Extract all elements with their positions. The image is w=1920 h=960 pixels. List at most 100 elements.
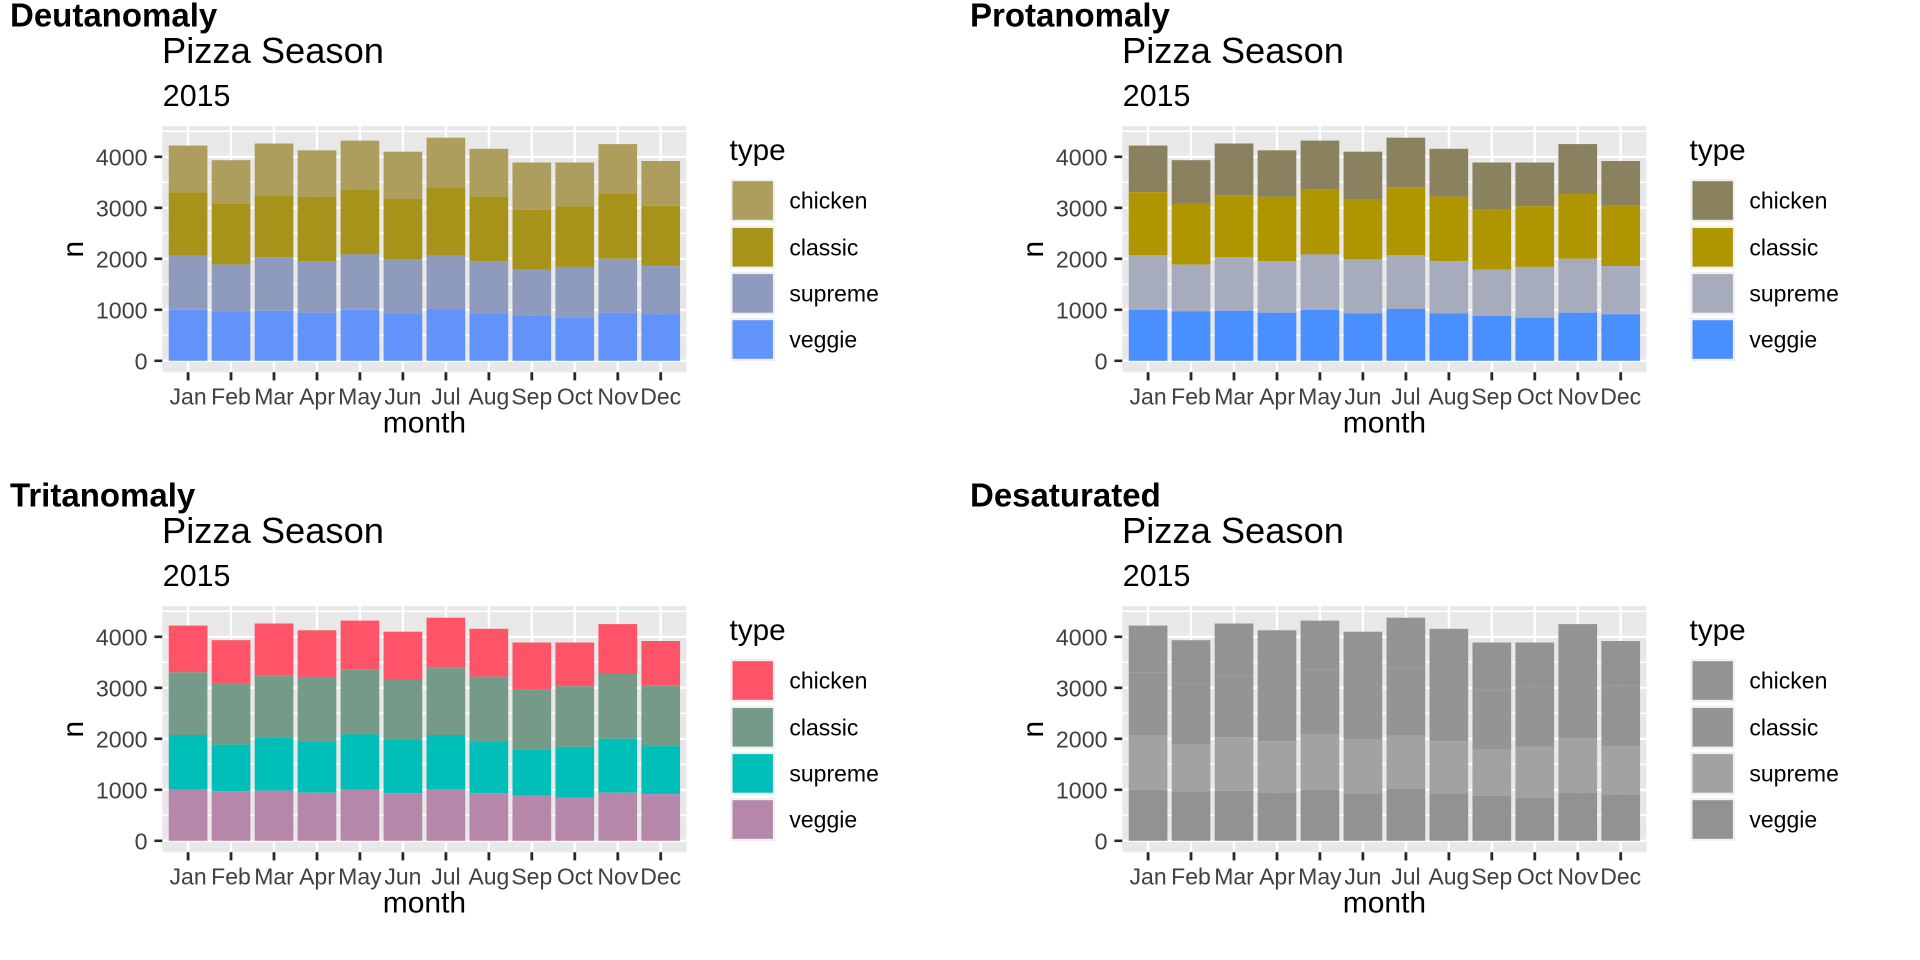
svg-text:chicken: chicken (789, 188, 867, 214)
svg-text:Jun: Jun (1344, 384, 1381, 410)
svg-text:Protanomaly: Protanomaly (970, 0, 1171, 33)
svg-text:Aug: Aug (1428, 864, 1469, 890)
svg-text:2015: 2015 (163, 79, 231, 113)
svg-text:classic: classic (789, 715, 858, 741)
svg-text:Jul: Jul (1391, 384, 1420, 410)
svg-text:type: type (1690, 134, 1746, 167)
svg-text:Oct: Oct (1517, 384, 1553, 410)
svg-text:Dec: Dec (1600, 864, 1641, 890)
svg-text:0: 0 (135, 349, 148, 375)
svg-text:Tritanomaly: Tritanomaly (10, 476, 196, 513)
svg-text:1000: 1000 (96, 298, 148, 324)
svg-text:3000: 3000 (96, 196, 148, 222)
svg-text:Jun: Jun (384, 864, 421, 890)
svg-text:Jan: Jan (170, 384, 207, 410)
svg-text:month: month (383, 887, 466, 920)
svg-text:Sep: Sep (511, 384, 552, 410)
svg-text:classic: classic (1749, 715, 1818, 741)
svg-text:Jun: Jun (1344, 864, 1381, 890)
svg-text:n: n (57, 721, 90, 738)
svg-text:Nov: Nov (1557, 384, 1598, 410)
svg-text:supreme: supreme (1749, 761, 1838, 787)
svg-text:Jul: Jul (431, 864, 460, 890)
svg-text:1000: 1000 (1056, 298, 1108, 324)
svg-text:supreme: supreme (1749, 281, 1838, 307)
svg-text:Aug: Aug (468, 384, 509, 410)
svg-text:4000: 4000 (1056, 625, 1108, 651)
svg-text:month: month (383, 407, 466, 440)
svg-text:Oct: Oct (1517, 864, 1553, 890)
svg-text:Mar: Mar (254, 384, 294, 410)
svg-text:Nov: Nov (597, 384, 638, 410)
svg-text:Aug: Aug (1428, 384, 1469, 410)
svg-text:Nov: Nov (597, 864, 638, 890)
svg-text:veggie: veggie (789, 807, 857, 833)
svg-text:May: May (1298, 864, 1342, 890)
svg-text:classic: classic (789, 235, 858, 261)
svg-text:chicken: chicken (1749, 668, 1827, 694)
svg-text:0: 0 (1095, 349, 1108, 375)
svg-text:4000: 4000 (96, 145, 148, 171)
svg-text:May: May (338, 864, 382, 890)
svg-text:Dec: Dec (640, 864, 681, 890)
svg-text:May: May (1298, 384, 1342, 410)
svg-text:0: 0 (135, 829, 148, 855)
svg-text:Jul: Jul (1391, 864, 1420, 890)
svg-text:Feb: Feb (211, 384, 251, 410)
svg-text:veggie: veggie (789, 327, 857, 353)
svg-text:2015: 2015 (1123, 559, 1191, 593)
svg-text:type: type (730, 134, 786, 167)
svg-text:Mar: Mar (1214, 864, 1254, 890)
svg-text:chicken: chicken (1749, 188, 1827, 214)
svg-text:3000: 3000 (96, 676, 148, 702)
svg-text:1000: 1000 (1056, 778, 1108, 804)
svg-text:Feb: Feb (1171, 384, 1211, 410)
svg-text:2000: 2000 (96, 727, 148, 753)
svg-text:Oct: Oct (557, 864, 593, 890)
svg-text:Pizza Season: Pizza Season (1122, 510, 1344, 551)
svg-text:veggie: veggie (1749, 807, 1817, 833)
svg-text:Apr: Apr (299, 864, 335, 890)
svg-text:4000: 4000 (96, 625, 148, 651)
svg-text:Jul: Jul (431, 384, 460, 410)
svg-text:Jan: Jan (170, 864, 207, 890)
svg-text:Apr: Apr (1259, 864, 1295, 890)
svg-text:type: type (1690, 614, 1746, 647)
svg-text:supreme: supreme (789, 281, 878, 307)
svg-text:0: 0 (1095, 829, 1108, 855)
svg-text:Apr: Apr (299, 384, 335, 410)
svg-text:2015: 2015 (1123, 79, 1191, 113)
svg-text:month: month (1343, 407, 1426, 440)
svg-text:1000: 1000 (96, 778, 148, 804)
svg-text:Sep: Sep (511, 864, 552, 890)
svg-text:month: month (1343, 887, 1426, 920)
svg-text:Dec: Dec (1600, 384, 1641, 410)
svg-text:2000: 2000 (1056, 727, 1108, 753)
svg-text:chicken: chicken (789, 668, 867, 694)
svg-text:n: n (57, 241, 90, 258)
svg-text:4000: 4000 (1056, 145, 1108, 171)
svg-text:Deutanomaly: Deutanomaly (10, 0, 218, 33)
svg-text:Dec: Dec (640, 384, 681, 410)
svg-text:Sep: Sep (1471, 384, 1512, 410)
svg-text:2015: 2015 (163, 559, 231, 593)
svg-text:Pizza Season: Pizza Season (162, 30, 384, 71)
svg-text:Jan: Jan (1130, 384, 1167, 410)
svg-text:3000: 3000 (1056, 196, 1108, 222)
svg-text:n: n (1017, 241, 1050, 258)
svg-text:Mar: Mar (254, 864, 294, 890)
svg-text:veggie: veggie (1749, 327, 1817, 353)
svg-text:Mar: Mar (1214, 384, 1254, 410)
svg-text:Nov: Nov (1557, 864, 1598, 890)
svg-text:classic: classic (1749, 235, 1818, 261)
svg-text:Jun: Jun (384, 384, 421, 410)
svg-text:Jan: Jan (1130, 864, 1167, 890)
svg-text:Oct: Oct (557, 384, 593, 410)
svg-text:3000: 3000 (1056, 676, 1108, 702)
svg-text:Feb: Feb (1171, 864, 1211, 890)
svg-text:2000: 2000 (1056, 247, 1108, 273)
svg-text:n: n (1017, 721, 1050, 738)
svg-text:Pizza Season: Pizza Season (162, 510, 384, 551)
svg-text:type: type (730, 614, 786, 647)
svg-text:Aug: Aug (468, 864, 509, 890)
